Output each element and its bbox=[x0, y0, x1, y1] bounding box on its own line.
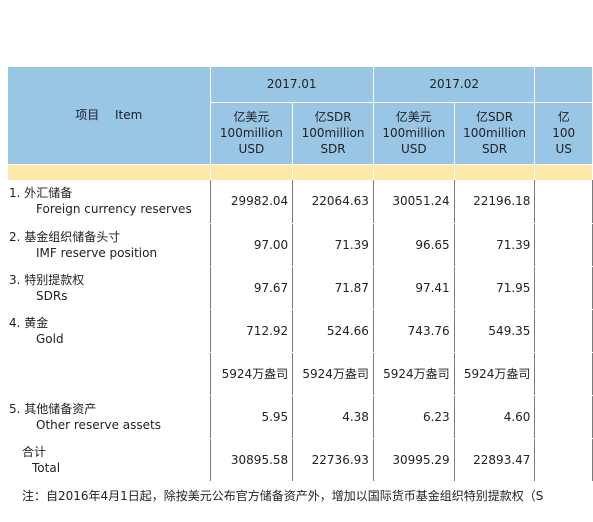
row-label: 3. 特别提款权 SDRs bbox=[8, 266, 211, 310]
unit-cn: 亿 bbox=[557, 110, 570, 124]
value-cell bbox=[534, 395, 593, 439]
value-cell: 22064.63 bbox=[292, 180, 374, 224]
yellow-divider-row bbox=[8, 164, 593, 180]
row-label: 合计 Total bbox=[8, 438, 211, 482]
value-cell bbox=[534, 438, 593, 482]
unit-en1: 100 bbox=[552, 126, 576, 140]
row-label: 5. 其他储备资产 Other reserve assets bbox=[8, 395, 211, 439]
unit-header: 亿 100 US bbox=[534, 102, 593, 165]
unit-en2: SDR bbox=[481, 142, 508, 156]
value-cell: 22736.93 bbox=[292, 438, 374, 482]
value-cell bbox=[534, 223, 593, 267]
row-label-en: IMF reserve position bbox=[36, 245, 158, 260]
table-row: 3. 特别提款权 SDRs 97.67 71.87 97.41 71.95 bbox=[8, 266, 593, 310]
unit-header: 亿美元 100million USD bbox=[210, 102, 294, 165]
table-row: 4. 黄金 Gold 712.92 524.66 743.76 549.35 bbox=[8, 309, 593, 353]
month-header-2017-02: 2017.02 bbox=[373, 67, 536, 103]
row-label-en: SDRs bbox=[36, 288, 68, 303]
row-label-cn: 4. 黄金 bbox=[9, 315, 49, 330]
row-label-cn: 1. 外汇储备 bbox=[9, 186, 73, 201]
value-cell: 30995.29 bbox=[373, 438, 455, 482]
unit-cn: 亿SDR bbox=[475, 110, 514, 124]
unit-header: 亿SDR 100million SDR bbox=[292, 102, 374, 165]
table-row: 5924万盎司 5924万盎司 5924万盎司 5924万盎司 bbox=[8, 352, 593, 396]
item-column-header: 项目 Item bbox=[8, 67, 211, 165]
value-cell bbox=[534, 266, 593, 310]
value-cell: 97.41 bbox=[373, 266, 455, 310]
table-row-total: 合计 Total 30895.58 22736.93 30995.29 2289… bbox=[8, 438, 593, 482]
value-cell: 30895.58 bbox=[210, 438, 294, 482]
value-cell: 712.92 bbox=[210, 309, 294, 353]
unit-en1: 100million bbox=[219, 126, 283, 140]
value-cell: 97.67 bbox=[210, 266, 294, 310]
unit-en1: 100million bbox=[463, 126, 526, 140]
unit-en2: USD bbox=[400, 142, 427, 156]
value-cell: 97.00 bbox=[210, 223, 294, 267]
value-cell: 71.87 bbox=[292, 266, 374, 310]
row-label: 1. 外汇储备 Foreign currency reserves bbox=[8, 180, 211, 224]
row-label-en: Foreign currency reserves bbox=[36, 202, 192, 217]
value-cell: 22196.18 bbox=[454, 180, 536, 224]
unit-en1: 100million bbox=[382, 126, 446, 140]
footnote: 注：自2016年4月1日起，除按美元公布官方储备资产外，增加以国际货币基金组织特… bbox=[22, 489, 544, 503]
row-label-cn: 3. 特别提款权 bbox=[9, 272, 85, 287]
value-cell: 549.35 bbox=[454, 309, 536, 353]
value-cell: 4.38 bbox=[292, 395, 374, 439]
unit-en1: 100million bbox=[301, 126, 365, 140]
row-label: 2. 基金组织储备头寸 IMF reserve position bbox=[8, 223, 211, 267]
value-cell: 30051.24 bbox=[373, 180, 455, 224]
value-cell: 6.23 bbox=[373, 395, 455, 439]
unit-cn: 亿美元 bbox=[395, 110, 432, 124]
reserves-table: 项目 Item 2017.01 2017.02 亿美元 100million U… bbox=[8, 67, 593, 482]
value-cell: 71.39 bbox=[292, 223, 374, 267]
unit-en2: USD bbox=[238, 142, 265, 156]
row-label-en: Other reserve assets bbox=[36, 417, 162, 432]
row-label-en: Gold bbox=[36, 331, 64, 346]
table-row: 1. 外汇储备 Foreign currency reserves 29982.… bbox=[8, 180, 593, 224]
value-cell: 524.66 bbox=[292, 309, 374, 353]
unit-cn: 亿SDR bbox=[314, 110, 352, 124]
value-cell: 743.76 bbox=[373, 309, 455, 353]
unit-header: 亿SDR 100million SDR bbox=[454, 102, 536, 165]
table-row: 5. 其他储备资产 Other reserve assets 5.95 4.38… bbox=[8, 395, 593, 439]
month-header-2017-01: 2017.01 bbox=[210, 67, 374, 103]
value-cell: 96.65 bbox=[373, 223, 455, 267]
value-cell: 71.95 bbox=[454, 266, 536, 310]
value-cell: 5924万盎司 bbox=[373, 352, 455, 396]
row-label bbox=[8, 352, 211, 396]
value-cell bbox=[534, 352, 593, 396]
table-row: 2. 基金组织储备头寸 IMF reserve position 97.00 7… bbox=[8, 223, 593, 267]
value-cell: 71.39 bbox=[454, 223, 536, 267]
unit-en2: SDR bbox=[320, 142, 346, 156]
unit-header: 亿美元 100million USD bbox=[373, 102, 455, 165]
row-label-cn: 合计 bbox=[22, 444, 47, 459]
value-cell: 22893.47 bbox=[454, 438, 536, 482]
month-header-next bbox=[534, 67, 593, 103]
value-cell: 4.60 bbox=[454, 395, 536, 439]
value-cell: 5924万盎司 bbox=[210, 352, 294, 396]
unit-cn: 亿美元 bbox=[233, 110, 270, 124]
row-label: 4. 黄金 Gold bbox=[8, 309, 211, 353]
row-label-cn: 5. 其他储备资产 bbox=[9, 401, 97, 416]
value-cell: 5.95 bbox=[210, 395, 294, 439]
value-cell bbox=[534, 309, 593, 353]
value-cell: 5924万盎司 bbox=[292, 352, 374, 396]
value-cell: 5924万盎司 bbox=[454, 352, 536, 396]
row-label-cn: 2. 基金组织储备头寸 bbox=[9, 229, 121, 244]
unit-en2: US bbox=[555, 142, 572, 156]
row-label-en: Total bbox=[32, 460, 61, 475]
value-cell bbox=[534, 180, 593, 224]
value-cell: 29982.04 bbox=[210, 180, 294, 224]
